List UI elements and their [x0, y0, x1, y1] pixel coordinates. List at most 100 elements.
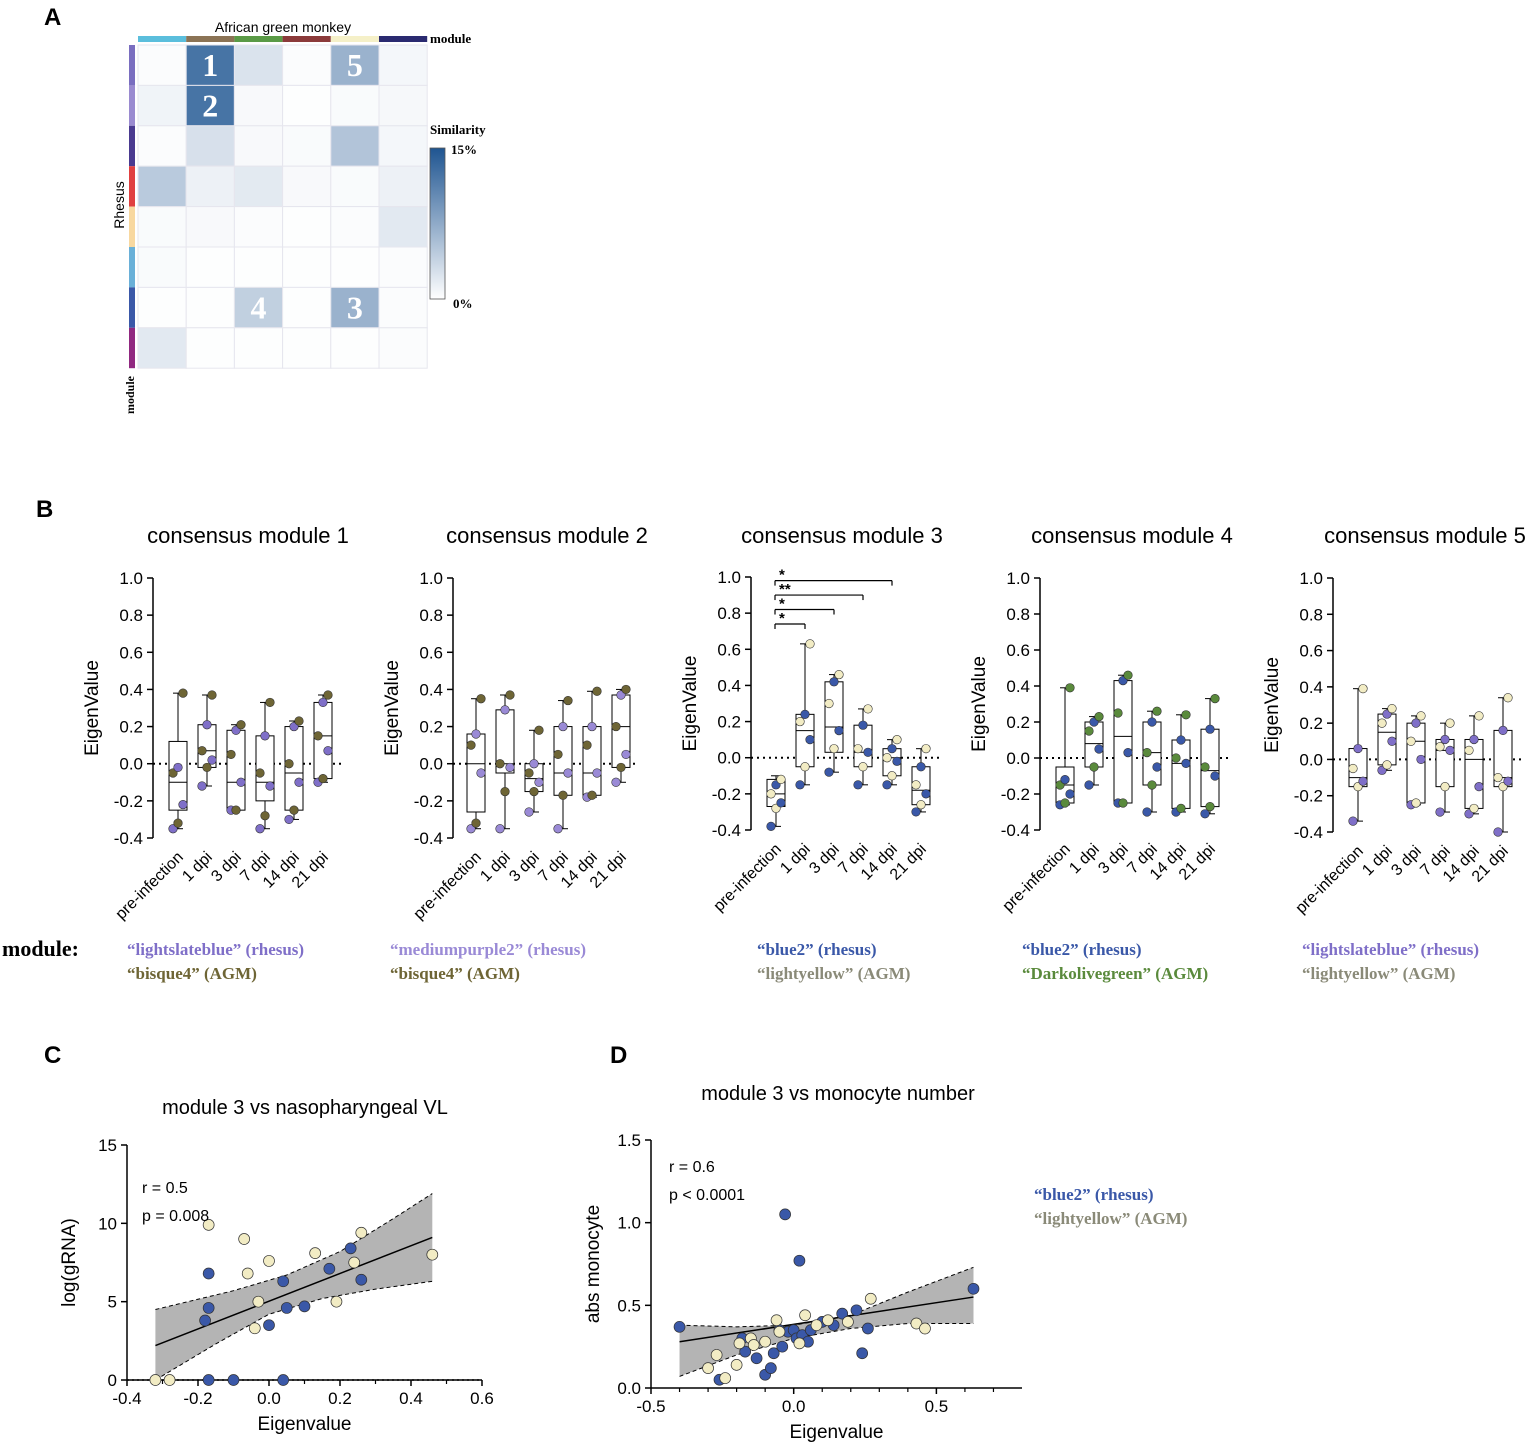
heatmap-cell	[330, 84, 380, 127]
data-point	[887, 771, 897, 781]
data-point	[882, 753, 892, 763]
heatmap-cell	[282, 84, 332, 127]
x-tick-label: -0.5	[636, 1397, 665, 1416]
y-tick-label: 0.4	[419, 680, 443, 699]
data-point	[887, 744, 897, 754]
heatmap-row-color-bar	[129, 45, 135, 86]
box-iqr	[1171, 739, 1191, 809]
y-tick-label: 0.0	[617, 1379, 641, 1398]
y-tick-label: 1.0	[617, 1214, 641, 1233]
heatmap-cell	[233, 125, 284, 167]
y-tick-label: 0.6	[717, 640, 741, 659]
x-tick-label: 0.4	[399, 1389, 423, 1408]
confidence-band-upper	[155, 1193, 433, 1310]
data-point	[858, 720, 868, 730]
data-point	[236, 720, 246, 730]
data-point	[1176, 735, 1186, 745]
data-point	[611, 721, 621, 732]
data-point	[323, 1262, 336, 1275]
data-point	[260, 811, 270, 821]
data-point	[611, 777, 621, 787]
y-axis-label: EigenValue	[969, 656, 990, 752]
heatmap-row-color-bar	[129, 327, 135, 369]
data-point	[563, 768, 573, 778]
x-tick-label: 1 dpi	[1066, 841, 1103, 878]
data-point	[1181, 758, 1191, 769]
y-tick-label: 0.2	[119, 718, 143, 737]
data-point	[476, 694, 486, 704]
data-point	[476, 768, 486, 778]
data-point	[173, 818, 183, 828]
box-iqr	[255, 735, 275, 802]
data-point	[911, 780, 921, 790]
heatmap-cell	[330, 327, 380, 369]
y-tick-label: 0.4	[717, 676, 741, 695]
significance-star: **	[779, 581, 791, 598]
y-tick-label: -0.4	[1294, 823, 1323, 842]
box-iqr	[582, 726, 602, 796]
stat-annotation: r = 0.5	[142, 1180, 188, 1197]
data-point	[178, 799, 188, 810]
y-tick-label: 5	[108, 1293, 117, 1312]
panel-label-d: D	[610, 1042, 627, 1069]
data-point	[1358, 684, 1368, 694]
data-point	[553, 824, 563, 834]
data-point	[853, 780, 863, 790]
data-point	[1353, 743, 1363, 754]
module-legend-entry: “bisque4” (AGM)	[390, 964, 520, 983]
data-point	[1416, 754, 1426, 765]
y-tick-label: 1.0	[717, 568, 741, 587]
heatmap-cell	[137, 206, 187, 248]
data-point	[1435, 807, 1445, 817]
y-tick-label: 0.8	[717, 604, 741, 623]
data-point	[330, 1295, 343, 1308]
heatmap-cell	[282, 246, 332, 288]
heatmap-cell	[378, 327, 428, 369]
data-point	[829, 744, 839, 754]
module-legend-entry: “Darkolivegreen” (AGM)	[1022, 964, 1208, 983]
data-point	[1469, 803, 1479, 814]
data-point	[805, 735, 815, 745]
data-point	[173, 762, 183, 773]
data-point	[263, 1255, 275, 1267]
heatmap-cell-label: 5	[347, 47, 363, 83]
heatmap-cell	[137, 246, 187, 288]
chart-title: consensus module 3	[741, 523, 943, 548]
heatmap-col-module-label: module	[430, 31, 471, 46]
y-axis-label: abs monocyte	[583, 1205, 604, 1323]
heatmap-cell	[378, 246, 428, 288]
data-point	[822, 1314, 834, 1327]
heatmap-cell	[233, 246, 284, 288]
data-point	[1210, 693, 1220, 704]
data-point	[824, 698, 834, 709]
box-iqr	[313, 701, 333, 780]
data-point	[776, 1340, 789, 1353]
data-point	[836, 1307, 849, 1320]
y-tick-label: 1.0	[1299, 569, 1323, 588]
data-point	[231, 805, 241, 815]
data-point	[1440, 734, 1450, 745]
data-point	[355, 1226, 368, 1239]
data-point	[344, 1242, 357, 1255]
data-point	[202, 1374, 215, 1386]
heatmap-row-color-bar	[129, 166, 135, 207]
heatmap-cell	[282, 206, 332, 248]
heatmap-cell	[330, 125, 380, 167]
data-point	[800, 762, 810, 772]
data-point	[238, 1233, 250, 1245]
data-point	[265, 781, 275, 791]
y-tick-label: -0.2	[114, 792, 143, 811]
data-point	[1205, 801, 1215, 812]
heatmap-top-label: African green monkey	[215, 19, 351, 35]
data-point	[1094, 744, 1104, 754]
stat-annotation: p < 0.0001	[669, 1187, 745, 1204]
confidence-band	[155, 1193, 433, 1380]
y-tick-label: 0.8	[1299, 605, 1323, 624]
module-legend-entry: “mediumpurple2” (rhesus)	[390, 940, 586, 959]
data-point	[1358, 776, 1368, 786]
heatmap-cell-label: 1	[202, 47, 218, 83]
heatmap-cell	[185, 125, 235, 167]
x-tick-label: -0.2	[183, 1389, 212, 1408]
y-tick-label: -0.2	[1001, 785, 1030, 804]
